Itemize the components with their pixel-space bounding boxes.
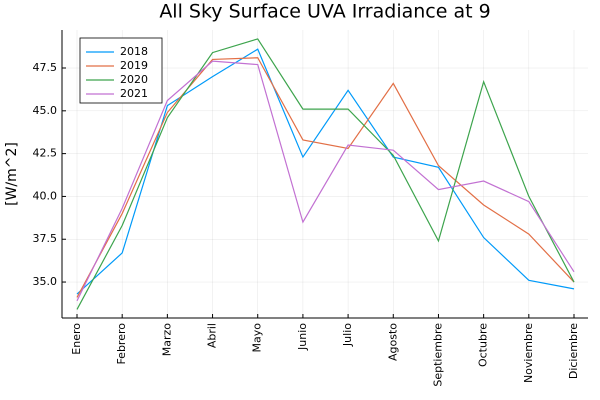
x-tick-label: Julio bbox=[341, 323, 354, 347]
y-tick-label: 35.0 bbox=[33, 275, 58, 288]
x-tick-label: Diciembre bbox=[567, 323, 580, 379]
legend-label: 2020 bbox=[120, 73, 148, 86]
line bbox=[76, 38, 575, 310]
line bbox=[76, 60, 575, 302]
x-tick-label: Enero bbox=[70, 323, 83, 355]
y-tick-label: 37.5 bbox=[33, 232, 58, 245]
y-axis-label: [W/m^2] bbox=[4, 142, 20, 206]
legend-label: 2021 bbox=[120, 87, 148, 100]
line bbox=[76, 57, 575, 298]
legend-label: 2019 bbox=[120, 59, 148, 72]
x-tick-label: Septiembre bbox=[431, 323, 444, 387]
x-tick-label: Agosto bbox=[386, 323, 399, 361]
x-tick-label: Abril bbox=[206, 323, 219, 348]
legend-label: 2018 bbox=[120, 45, 148, 58]
y-tick-label: 47.5 bbox=[33, 61, 58, 74]
chart-title: All Sky Surface UVA Irradiance at 9 bbox=[159, 1, 490, 23]
x-tick-label: Marzo bbox=[160, 323, 173, 357]
legend-box bbox=[79, 37, 163, 104]
y-tick-label: 45.0 bbox=[33, 104, 58, 117]
y-tick-label: 42.5 bbox=[33, 147, 58, 160]
x-tick-label: Junio bbox=[296, 323, 309, 351]
x-tick-label: Mayo bbox=[251, 323, 264, 353]
x-tick-label: Febrero bbox=[115, 323, 128, 365]
x-tick-label: Noviembre bbox=[522, 323, 535, 383]
x-tick-label: Octubre bbox=[477, 323, 490, 367]
y-tick-label: 40.0 bbox=[33, 189, 58, 202]
